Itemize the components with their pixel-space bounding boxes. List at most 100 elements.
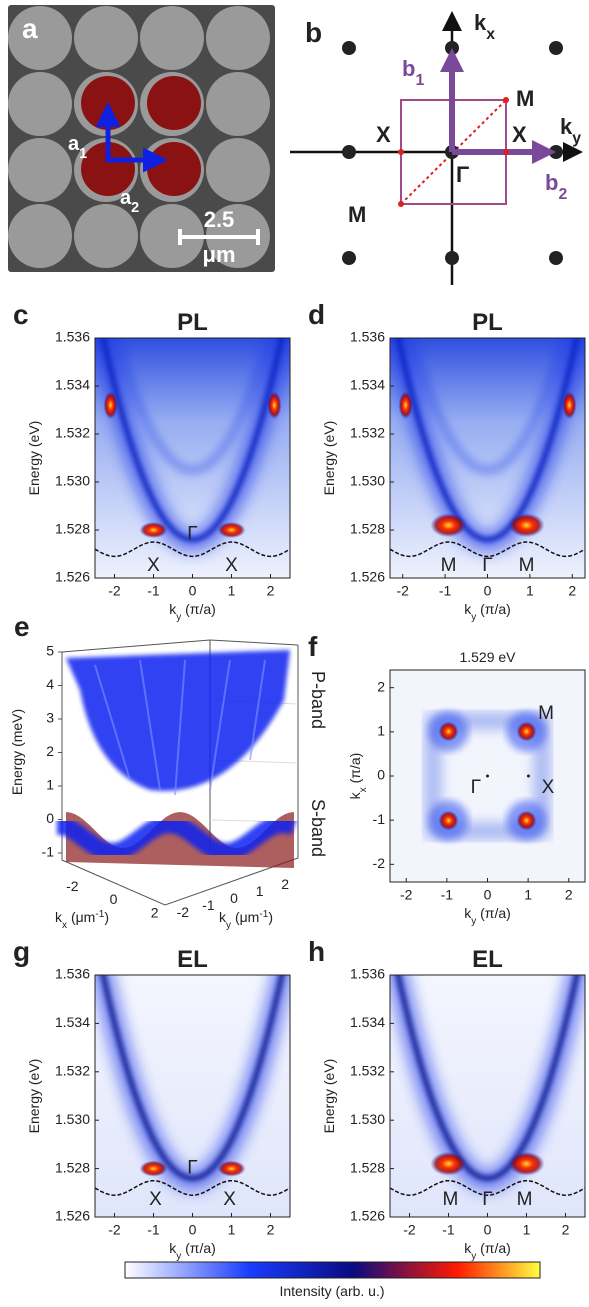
x-tick-label: 0 bbox=[189, 1222, 197, 1238]
x-tick-label: 2 bbox=[267, 1222, 275, 1238]
dispersion bbox=[395, 975, 580, 1182]
intensity-map bbox=[390, 975, 585, 1217]
pillar bbox=[8, 138, 72, 202]
y-tick-label: 1.532 bbox=[55, 1063, 90, 1079]
panel-h: -2 -1 0 1 2 1.526 1.528 1.530 1.532 1.534 1.536 h EL… bbox=[308, 936, 586, 1262]
text-part: y bbox=[471, 612, 477, 623]
pillar bbox=[74, 204, 138, 268]
symmetry-dot bbox=[486, 774, 489, 778]
y-tick-label: 1.526 bbox=[55, 1208, 90, 1224]
x-axis-label: ky (π/a) bbox=[169, 1240, 216, 1262]
panel-label: c bbox=[13, 299, 29, 330]
y-tick-label: 1.534 bbox=[55, 377, 90, 393]
y-tick-label: 1.532 bbox=[55, 425, 90, 441]
hot-spot bbox=[103, 391, 118, 420]
lattice-point bbox=[342, 41, 356, 55]
x-axis-label: ky (π/a) bbox=[464, 601, 511, 623]
p-band-texture bbox=[94, 659, 266, 796]
y-tick-label: 0 bbox=[377, 767, 385, 783]
y-tick-label: 1 bbox=[377, 723, 385, 739]
text-part: (μm bbox=[67, 909, 95, 925]
x-tick-label: 0 bbox=[484, 887, 492, 903]
hot-spot bbox=[430, 1151, 467, 1176]
x-tick-label: -2 bbox=[108, 583, 121, 599]
ky-tick-label: 1 bbox=[256, 883, 264, 899]
y-tick-label: -1 bbox=[373, 811, 386, 827]
x-tick-label: 1 bbox=[524, 887, 532, 903]
y-tick-label: 1.526 bbox=[350, 569, 385, 585]
symmetry-label: M bbox=[516, 86, 534, 111]
text-part: k bbox=[464, 905, 472, 921]
text-part: k bbox=[55, 909, 63, 925]
y-axis-label: kx (π/a) bbox=[347, 753, 369, 800]
dispersion bbox=[100, 338, 285, 543]
intensity-map bbox=[390, 338, 585, 578]
band-label: S-band bbox=[308, 799, 328, 857]
y-tick-label: 1.534 bbox=[350, 377, 385, 393]
y-tick-label: 1.536 bbox=[350, 329, 385, 345]
plot-title: EL bbox=[472, 946, 503, 973]
x-tick-label: 2 bbox=[562, 1222, 570, 1238]
text-part: y bbox=[471, 1251, 477, 1262]
theory-curve bbox=[95, 1179, 290, 1196]
text-part: a bbox=[120, 187, 132, 209]
symmetry-label: X bbox=[512, 122, 527, 147]
text-part: b bbox=[402, 56, 415, 81]
scale-bar bbox=[178, 229, 260, 245]
symmetry-label: X bbox=[149, 1189, 162, 1210]
hot-spot bbox=[516, 810, 537, 831]
text-part: k bbox=[169, 1240, 177, 1256]
colorbar-gradient bbox=[124, 1261, 541, 1279]
x-tick-label: -2 bbox=[403, 1222, 416, 1238]
x-tick-label: 0 bbox=[189, 583, 197, 599]
upper-band bbox=[406, 338, 569, 476]
excited-pillar bbox=[147, 76, 201, 130]
symmetry-dot bbox=[526, 774, 530, 778]
symmetry-label: M bbox=[519, 555, 535, 576]
hot-spot bbox=[139, 522, 168, 538]
pillar bbox=[8, 72, 72, 136]
panel-d: -2 -1 0 1 2 1.526 1.528 1.530 1.532 1.534 1.536 d PL… bbox=[308, 299, 586, 623]
dispersion bbox=[395, 338, 580, 543]
x-axis-label: ky (π/a) bbox=[169, 601, 216, 623]
y-tick-label: 1.528 bbox=[55, 1159, 90, 1175]
z-axis-label: Energy (meV) bbox=[9, 709, 25, 795]
x-tick-label: 1 bbox=[523, 1222, 531, 1238]
text-part: y bbox=[226, 920, 232, 931]
y-axis-label: Energy (eV) bbox=[26, 421, 42, 496]
x-tick-label: 1 bbox=[526, 583, 534, 599]
ky-tick-label: 2 bbox=[281, 876, 289, 892]
symmetry-label: Γ bbox=[456, 162, 469, 187]
pillar bbox=[140, 204, 204, 268]
pillar bbox=[8, 6, 72, 70]
text-part: ) bbox=[104, 909, 109, 925]
text-part: k bbox=[464, 1240, 472, 1256]
y-tick-label: 1.534 bbox=[55, 1014, 90, 1030]
axis-label: ky bbox=[560, 114, 581, 147]
y-tick-label: 1.530 bbox=[350, 1111, 385, 1127]
axis-label: kx bbox=[474, 10, 495, 43]
x-axis-label: ky (π/a) bbox=[464, 905, 511, 927]
text-part: y bbox=[572, 130, 581, 147]
y-tick-label: 1.530 bbox=[55, 473, 90, 489]
pillar bbox=[140, 6, 204, 70]
text-part: k bbox=[560, 114, 573, 139]
z-tick-label: 0 bbox=[46, 810, 54, 826]
y-tick-label: 1.530 bbox=[350, 473, 385, 489]
scale-value: 2.5 bbox=[204, 207, 235, 232]
band-label: P-band bbox=[308, 671, 328, 729]
symmetry-label: X bbox=[376, 122, 391, 147]
text-part: k bbox=[169, 601, 177, 617]
text-part: ) bbox=[268, 909, 273, 925]
x-tick-label: -1 bbox=[147, 583, 160, 599]
symmetry-label: M bbox=[441, 555, 457, 576]
hot-spot bbox=[508, 513, 545, 538]
hot-spot bbox=[139, 1160, 168, 1177]
text-part: k bbox=[474, 10, 487, 35]
text-part: a bbox=[68, 133, 80, 155]
text-part: -1 bbox=[259, 909, 268, 920]
symmetry-label: X bbox=[223, 1189, 236, 1210]
theory-curve bbox=[390, 1179, 585, 1196]
symmetry-label: Γ bbox=[482, 1189, 492, 1210]
